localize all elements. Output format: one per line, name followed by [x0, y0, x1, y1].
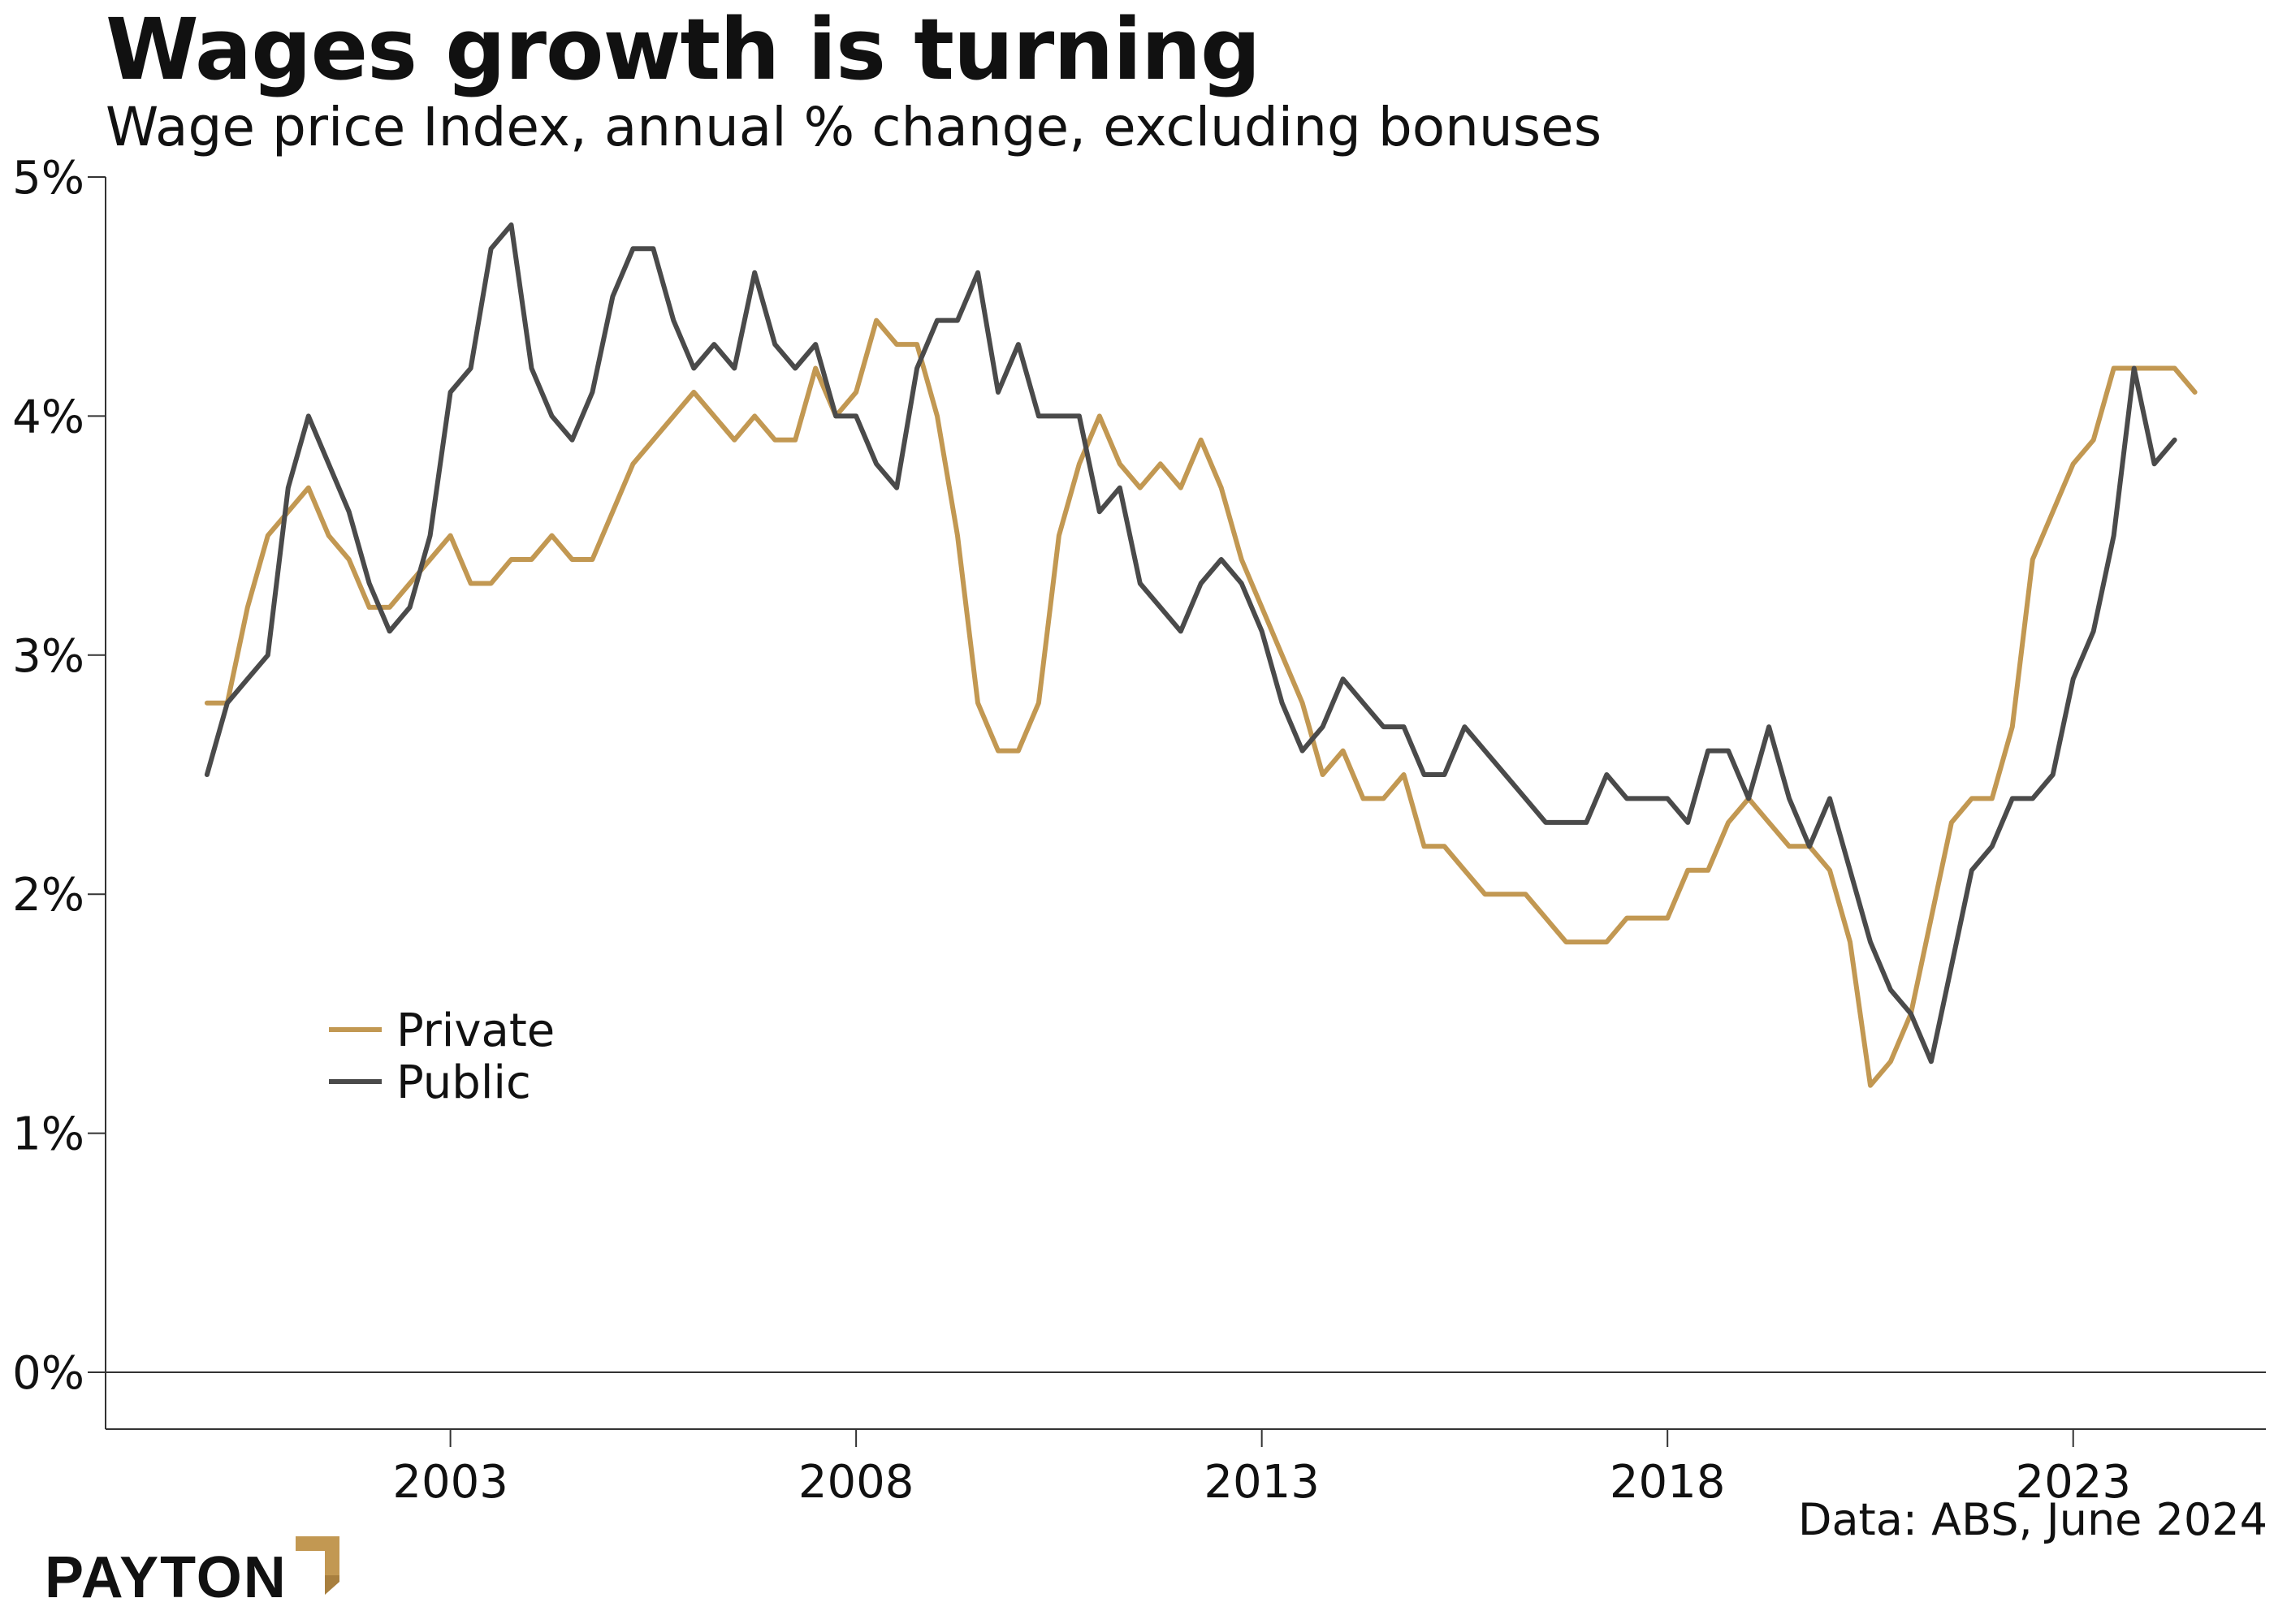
y-tick-label: 2% [12, 869, 84, 922]
legend-label-public: Public [396, 1056, 531, 1109]
x-tick-label: 2023 [2015, 1456, 2131, 1509]
x-tick-label: 2018 [1610, 1456, 1726, 1509]
logo-mark-icon [296, 1536, 339, 1595]
chart-lines [204, 222, 2198, 1088]
chart-title: Wages growth is turning [106, 0, 1260, 99]
x-tick-label: 2008 [798, 1456, 914, 1509]
y-tick-label: 1% [12, 1108, 84, 1161]
logo-text: PAYTON [45, 1545, 287, 1610]
chart-axes: 0% 1% 2% 3% 4% 5% 2003 2008 2013 2018 2023 [12, 152, 2266, 1509]
x-tick-label: 2013 [1204, 1456, 1320, 1509]
series-line-public [204, 222, 2177, 1065]
y-tick-label: 0% [12, 1347, 84, 1400]
series-line-private [204, 317, 2198, 1088]
payton-logo: PAYTON [45, 1535, 353, 1616]
legend-label-private: Private [396, 1004, 555, 1057]
x-tick-label: 2003 [392, 1456, 508, 1509]
y-tick-label: 4% [12, 391, 84, 443]
y-tick-label: 3% [12, 630, 84, 683]
y-tick-label: 5% [12, 152, 84, 205]
data-source-note: Data: ABS, June 2024 [1797, 1494, 2268, 1545]
chart-subtitle: Wage price Index, annual % change, exclu… [106, 96, 1602, 158]
